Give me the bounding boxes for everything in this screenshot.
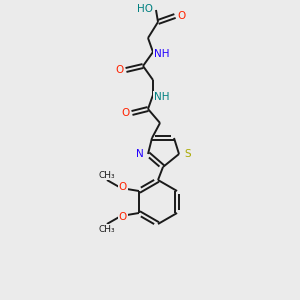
Text: O: O [116,65,124,75]
Text: NH: NH [154,92,170,102]
Text: O: O [177,11,185,21]
Text: O: O [119,212,127,222]
Text: HO: HO [137,4,153,14]
Text: CH₃: CH₃ [99,224,115,233]
Text: N: N [136,149,144,159]
Text: O: O [119,182,127,192]
Text: O: O [122,108,130,118]
Text: CH₃: CH₃ [99,170,115,179]
Text: NH: NH [154,49,170,59]
Text: S: S [185,149,191,159]
